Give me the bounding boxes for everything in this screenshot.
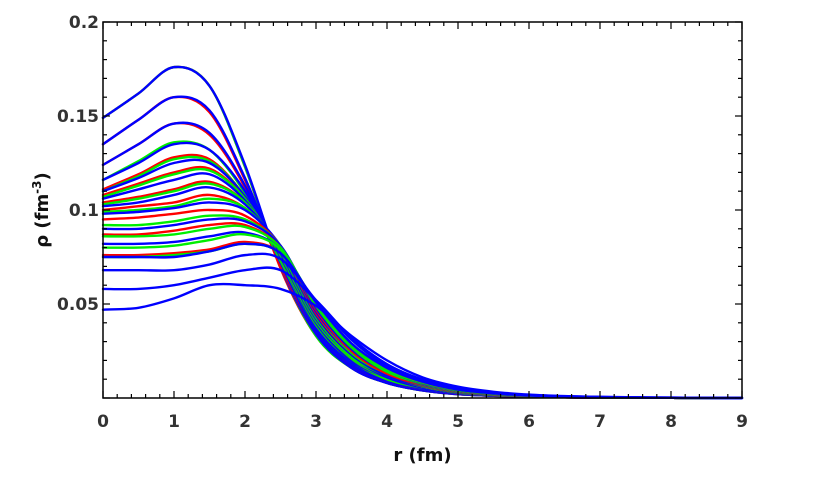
x-tick-label: 2 — [239, 412, 251, 432]
x-tick-label: 7 — [594, 412, 606, 432]
x-axis-label: r (fm) — [393, 445, 451, 466]
y-axis-label: ρ (fm-3) — [30, 172, 53, 248]
y-tick-label: 0.15 — [57, 107, 99, 127]
x-tick-label: 9 — [736, 412, 748, 432]
plot-frame — [102, 21, 743, 399]
label-layer: 0 1 2 3 4 5 6 7 8 9 0.05 0.1 0.15 0.2 — [57, 13, 748, 432]
y-axis-label-superscript: -3 — [30, 180, 44, 193]
x-tick-label: 4 — [381, 412, 393, 432]
x-tick-label: 0 — [97, 412, 109, 432]
y-axis-label-base: ρ (fm — [32, 194, 53, 248]
y-tick-label: 0.1 — [69, 201, 99, 221]
y-tick-label: 0.2 — [69, 13, 99, 33]
x-tick-label: 6 — [523, 412, 535, 432]
x-tick-label: 1 — [168, 412, 180, 432]
x-tick-label: 3 — [310, 412, 322, 432]
x-tick-label: 8 — [665, 412, 677, 432]
y-axis-label-tail: ) — [32, 172, 53, 180]
x-tick-label: 5 — [452, 412, 464, 432]
y-tick-label: 0.05 — [57, 295, 99, 315]
series-line-blue-33 — [101, 282, 744, 400]
